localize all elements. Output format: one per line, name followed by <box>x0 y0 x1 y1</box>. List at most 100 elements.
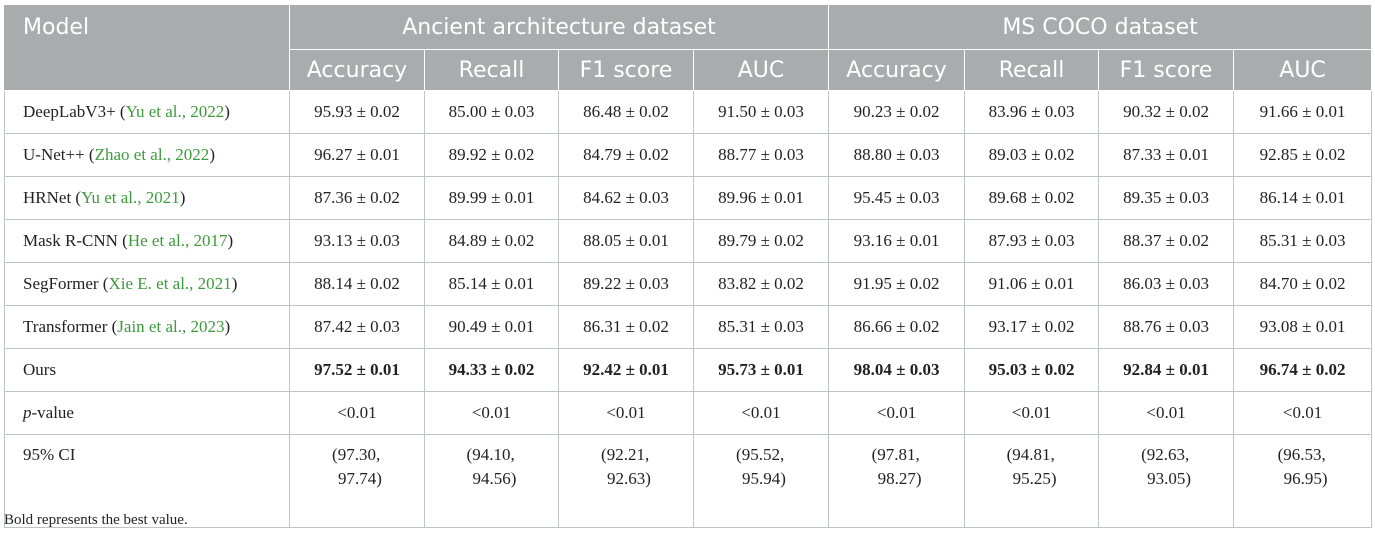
metric-value-cell: 93.17 ± 0.02 <box>964 305 1100 349</box>
ci-upper: 95.25) <box>1012 469 1057 488</box>
metric-value-cell: 87.36 ± 0.02 <box>289 176 425 220</box>
metric-value-cell: 88.76 ± 0.03 <box>1098 305 1235 349</box>
table-row: Transformer (Jain et al., 2023) 87.42 ± 0… <box>4 305 1373 349</box>
metric-value-cell: 87.42 ± 0.03 <box>289 305 425 349</box>
ci-interval: (94.10, 94.56) <box>467 443 517 491</box>
metric-value-cell: 91.06 ± 0.01 <box>964 262 1100 306</box>
metric-header: F1 score <box>558 49 694 91</box>
best-value-cell: 92.84 ± 0.01 <box>1098 348 1235 392</box>
metric-value-cell: 87.33 ± 0.01 <box>1098 133 1235 177</box>
metric-header: Recall <box>424 49 559 91</box>
ci-lower: (97.81, <box>871 445 920 464</box>
metric-header: AUC <box>1233 49 1373 91</box>
metric-value-cell: 85.31 ± 0.03 <box>692 305 830 349</box>
model-name: SegFormer <box>23 274 99 293</box>
ci-lower: (95.52, <box>736 445 785 464</box>
table-row-ours: Ours 97.52 ± 0.01 94.33 ± 0.02 92.42 ± 0.01… <box>4 348 1373 392</box>
model-name-cell: Mask R-CNN (He et al., 2017) <box>4 219 290 263</box>
ci-lower: (97.30, <box>332 445 381 464</box>
metric-header: Accuracy <box>289 49 425 91</box>
pvalue-label-italic: p <box>23 403 32 422</box>
citation-link[interactable]: Yu et al., 2021 <box>81 188 180 207</box>
table-footnote: Bold represents the best value. <box>4 512 188 528</box>
citation-link[interactable]: Jain et al., 2023 <box>117 317 225 336</box>
ci-interval: (92.21, 92.63) <box>601 443 651 491</box>
ci-upper: 98.27) <box>877 469 922 488</box>
ci-interval: (97.30, 97.74) <box>332 443 382 491</box>
ci-lower: (94.10, <box>466 445 515 464</box>
metric-value-cell: 89.03 ± 0.02 <box>964 133 1100 177</box>
citation-link[interactable]: Yu et al., 2022 <box>125 102 225 121</box>
table-row-pvalue: p-value <0.01 <0.01 <0.01 <0.01 <0.01 <0.01 <0.… <box>4 391 1373 435</box>
metric-value-cell: 83.82 ± 0.02 <box>692 262 830 306</box>
ci-lower: (96.53, <box>1277 445 1326 464</box>
metric-value-cell: 89.79 ± 0.02 <box>692 219 830 263</box>
pvalue-label-rest: -value <box>31 403 74 422</box>
pvalue-cell: <0.01 <box>558 391 694 435</box>
metric-value-cell: 84.70 ± 0.02 <box>1233 262 1373 306</box>
metric-value-cell: 93.08 ± 0.01 <box>1233 305 1373 349</box>
metric-header: Accuracy <box>828 49 966 91</box>
metric-value-cell: 85.14 ± 0.01 <box>424 262 559 306</box>
best-value-cell: 92.42 ± 0.01 <box>558 348 694 392</box>
metric-value-cell: 92.85 ± 0.02 <box>1233 133 1373 177</box>
metric-value-cell: 89.99 ± 0.01 <box>424 176 559 220</box>
metric-value-cell: 93.13 ± 0.03 <box>289 219 425 263</box>
ci-upper: 94.56) <box>472 469 517 488</box>
model-name: Mask R-CNN <box>23 231 118 250</box>
model-name-cell: Ours <box>4 348 290 392</box>
metric-value-cell: 86.66 ± 0.02 <box>828 305 966 349</box>
table-row: SegFormer (Xie E. et al., 2021) 88.14 ± 0… <box>4 262 1373 306</box>
model-header: Model <box>4 4 290 91</box>
ci-upper: 97.74) <box>338 469 382 488</box>
ci-lower: (92.21, <box>601 445 650 464</box>
ci-cell: (94.10, 94.56) <box>424 434 559 528</box>
metric-value-cell: 95.93 ± 0.02 <box>289 90 425 134</box>
metric-value-cell: 90.23 ± 0.02 <box>828 90 966 134</box>
citation-link[interactable]: Zhao et al., 2022 <box>94 145 210 164</box>
metric-value-cell: 89.92 ± 0.02 <box>424 133 559 177</box>
pvalue-cell: <0.01 <box>1098 391 1235 435</box>
metric-value-cell: 89.35 ± 0.03 <box>1098 176 1235 220</box>
metric-value-cell: 88.80 ± 0.03 <box>828 133 966 177</box>
metric-value-cell: 96.27 ± 0.01 <box>289 133 425 177</box>
citation-link[interactable]: Xie E. et al., 2021 <box>108 274 232 293</box>
metric-value-cell: 89.68 ± 0.02 <box>964 176 1100 220</box>
best-value-cell: 95.03 ± 0.02 <box>964 348 1100 392</box>
metric-value-cell: 84.89 ± 0.02 <box>424 219 559 263</box>
metric-header: Recall <box>964 49 1100 91</box>
model-name: U-Net++ <box>23 145 85 164</box>
citation-link[interactable]: He et al., 2017 <box>127 231 228 250</box>
metric-value-cell: 88.37 ± 0.02 <box>1098 219 1235 263</box>
ci-cell: (96.53, 96.95) <box>1233 434 1373 528</box>
ci-cell: (92.21, 92.63) <box>558 434 694 528</box>
table-row: U-Net++ (Zhao et al., 2022) 96.27 ± 0.01 8… <box>4 133 1373 177</box>
pvalue-cell: <0.01 <box>1233 391 1373 435</box>
ci-interval: (95.52, 95.94) <box>736 443 786 491</box>
ci-label-cell: 95% CI <box>4 434 290 528</box>
ci-cell: (94.81, 95.25) <box>964 434 1100 528</box>
pvalue-cell: <0.01 <box>692 391 830 435</box>
metric-value-cell: 86.31 ± 0.02 <box>558 305 694 349</box>
metric-value-cell: 83.96 ± 0.03 <box>964 90 1100 134</box>
ci-interval: (96.53, 96.95) <box>1278 443 1328 491</box>
model-name-cell: HRNet (Yu et al., 2021) <box>4 176 290 220</box>
ci-cell: (92.63, 93.05) <box>1098 434 1235 528</box>
metric-value-cell: 89.96 ± 0.01 <box>692 176 830 220</box>
table-row: Mask R-CNN (He et al., 2017) 93.13 ± 0.03… <box>4 219 1373 263</box>
metric-value-cell: 95.45 ± 0.03 <box>828 176 966 220</box>
pvalue-cell: <0.01 <box>289 391 425 435</box>
table-row-ci: 95% CI (97.30, 97.74) (94.10, 94.56) (92.21, 9… <box>4 434 1373 528</box>
metric-value-cell: 90.49 ± 0.01 <box>424 305 559 349</box>
metric-value-cell: 86.14 ± 0.01 <box>1233 176 1373 220</box>
metric-value-cell: 85.00 ± 0.03 <box>424 90 559 134</box>
metric-value-cell: 84.79 ± 0.02 <box>558 133 694 177</box>
ci-upper: 96.95) <box>1283 469 1328 488</box>
group-header-coco: MS COCO dataset <box>828 4 1373 50</box>
metric-value-cell: 84.62 ± 0.03 <box>558 176 694 220</box>
pvalue-cell: <0.01 <box>964 391 1100 435</box>
ci-cell: (97.30, 97.74) <box>289 434 425 528</box>
ci-lower: (92.63, <box>1141 445 1190 464</box>
metric-value-cell: 88.05 ± 0.01 <box>558 219 694 263</box>
best-value-cell: 98.04 ± 0.03 <box>828 348 966 392</box>
